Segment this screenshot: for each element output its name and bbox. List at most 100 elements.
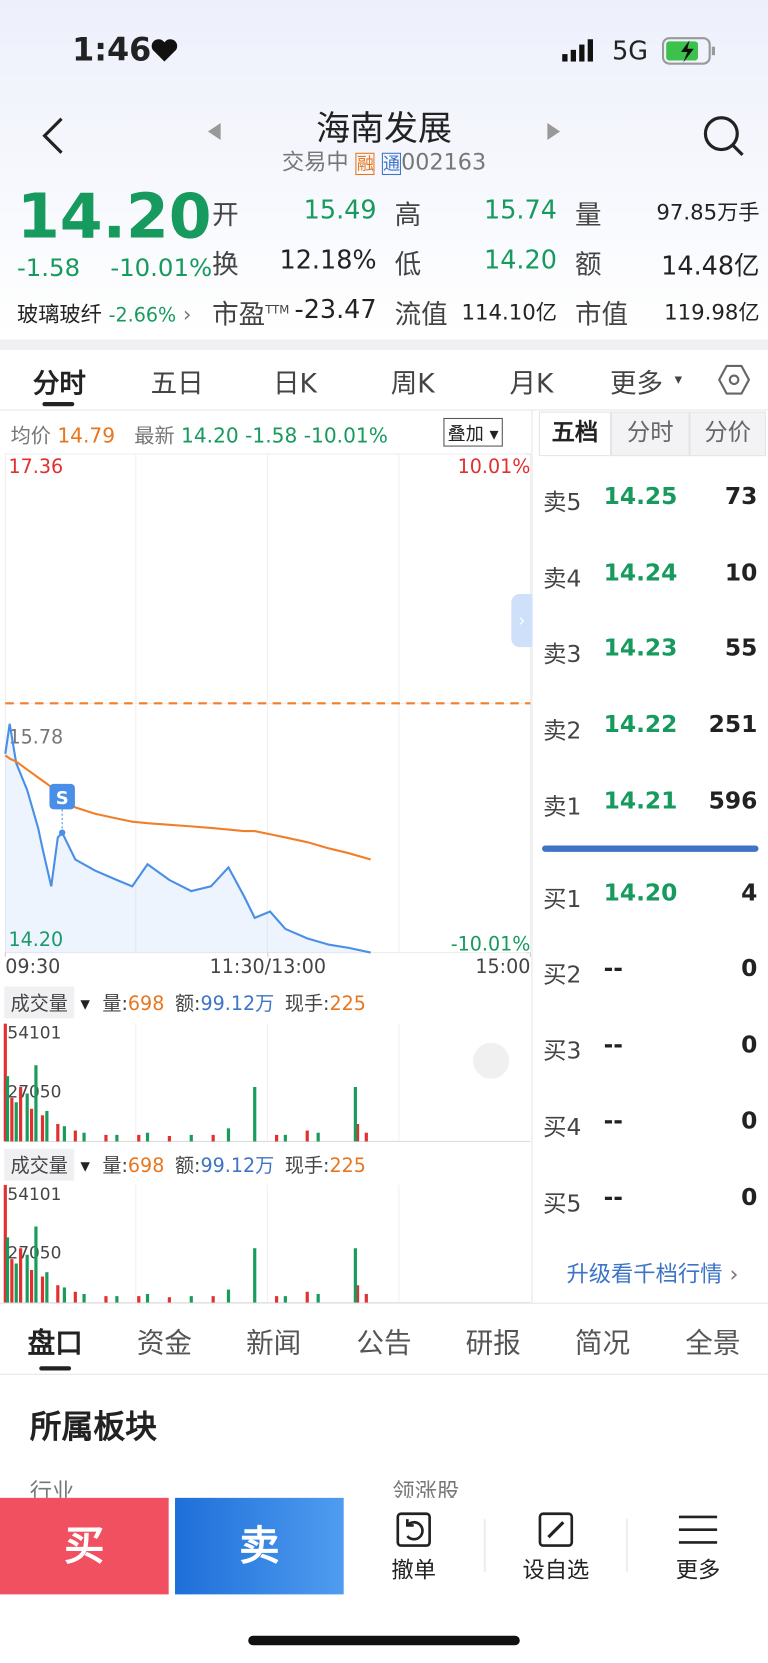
volume-bar xyxy=(211,1134,215,1142)
book-price: 14.23 xyxy=(603,635,678,662)
volume-bar xyxy=(253,1248,257,1303)
badge: 融 xyxy=(355,152,375,176)
volume-bar xyxy=(275,1296,279,1303)
latest-change: -1.58 xyxy=(245,424,298,448)
chart-tab[interactable]: 更多 xyxy=(609,368,663,399)
volume-bar xyxy=(104,1134,108,1142)
volume-bar xyxy=(137,1134,141,1142)
volume-bar xyxy=(56,1285,60,1303)
sell-button[interactable]: 卖 xyxy=(175,1497,344,1595)
book-tab[interactable]: 分时 xyxy=(611,411,690,457)
badge: 通 xyxy=(381,152,402,176)
buy-label: 买 xyxy=(64,1522,105,1569)
hand-label: 现手: xyxy=(284,992,330,1016)
y-tick-label: 54101 xyxy=(7,1024,61,1044)
book-volume: 0 xyxy=(741,1032,758,1059)
chart-tab[interactable]: 分时 xyxy=(32,368,86,399)
volume-bar xyxy=(226,1128,231,1142)
volume-bar xyxy=(73,1291,77,1303)
y-tick-label: 14.20 xyxy=(8,928,63,951)
volume-bar xyxy=(283,1134,287,1142)
prev-stock[interactable] xyxy=(204,121,225,142)
back-button[interactable] xyxy=(38,115,70,157)
book-label: 卖4 xyxy=(543,566,582,593)
more-button[interactable]: 更多 xyxy=(645,1511,751,1585)
cancel-button[interactable]: 撤单 xyxy=(361,1511,467,1585)
chart-info: 均价 14.79 最新 14.20 -1.58 -10.01% xyxy=(11,420,388,449)
book-label: 买1 xyxy=(543,886,582,914)
book-volume: 4 xyxy=(741,880,758,907)
more-icon xyxy=(678,1515,718,1544)
volume-bar xyxy=(253,1087,257,1142)
volume-info: 成交量 ▾ 量:698 额:99.12万 现手:225 xyxy=(0,986,366,1019)
overlay-button[interactable]: 叠加 ▾ xyxy=(443,417,503,447)
bottom-tab[interactable]: 盘口 xyxy=(27,1328,83,1360)
next-stock[interactable] xyxy=(543,121,564,142)
y-tick-label: 54101 xyxy=(7,1185,61,1205)
field-value: 15.49 xyxy=(303,195,377,225)
volume-bar xyxy=(34,1065,38,1142)
buy-button[interactable]: 买 xyxy=(0,1497,169,1595)
divider xyxy=(0,409,768,411)
cancel-label: 撤单 xyxy=(391,1557,436,1583)
book-price: 14.25 xyxy=(603,483,678,511)
separator xyxy=(625,1519,628,1573)
panel-toggle[interactable]: › xyxy=(511,594,533,648)
chart-tab[interactable]: 月K xyxy=(509,368,554,399)
field-value: -23.47 xyxy=(294,294,377,325)
volume-selector[interactable]: 成交量 xyxy=(4,1148,75,1181)
vol-label: 量: xyxy=(102,992,128,1016)
chart-tab[interactable]: 日K xyxy=(272,368,317,399)
volume-bar xyxy=(104,1296,108,1303)
volume-bar xyxy=(34,1226,38,1303)
bottom-tab[interactable]: 研报 xyxy=(465,1328,521,1360)
bottom-tab[interactable]: 简况 xyxy=(574,1328,631,1360)
book-price: 14.24 xyxy=(603,560,678,587)
book-label: 卖1 xyxy=(543,794,582,822)
bottom-tab[interactable]: 全景 xyxy=(685,1328,741,1360)
separator xyxy=(483,1519,486,1573)
field-label: 高 xyxy=(394,199,422,231)
volume-bar xyxy=(45,1110,49,1142)
y2-tick-label: 10.01% xyxy=(458,455,531,478)
settings-icon[interactable] xyxy=(717,363,751,397)
upgrade-link[interactable]: 升级看千档行情 › xyxy=(566,1261,739,1287)
volume-bar xyxy=(167,1135,171,1142)
bottom-tab[interactable]: 新闻 xyxy=(246,1328,302,1360)
chart-tab[interactable]: 周K xyxy=(390,368,435,399)
book-divider xyxy=(542,845,759,852)
search-button[interactable] xyxy=(700,112,747,159)
avg-value: 14.79 xyxy=(57,424,116,448)
volume-bar xyxy=(226,1289,231,1303)
book-price: 14.22 xyxy=(603,711,678,739)
volume-bar xyxy=(355,1285,360,1303)
annotation-dot xyxy=(59,829,66,836)
volume-bar xyxy=(115,1134,119,1142)
book-price: -- xyxy=(603,1108,623,1136)
book-volume: 73 xyxy=(724,483,758,511)
volume-bar xyxy=(29,1108,34,1142)
y-tick-label: 15.78 xyxy=(8,726,63,749)
chart-tab[interactable]: 五日 xyxy=(150,368,204,399)
volume-selector[interactable]: 成交量 xyxy=(4,986,75,1019)
volume-bar xyxy=(145,1132,150,1142)
home-indicator xyxy=(248,1635,520,1646)
book-tab[interactable]: 分价 xyxy=(689,411,766,457)
stock-subtitle: 交易中 融 通002163 xyxy=(235,145,532,177)
book-volume: 0 xyxy=(741,1184,758,1212)
book-label: 买2 xyxy=(543,962,582,989)
status-time: 1:46 xyxy=(72,31,152,69)
bottom-tab[interactable]: 资金 xyxy=(136,1328,193,1360)
volume-bar xyxy=(82,1293,86,1303)
book-tab[interactable]: 五档 xyxy=(538,411,612,457)
book-label: 卖5 xyxy=(543,490,582,517)
sell-label: 卖 xyxy=(239,1522,280,1569)
book-price: -- xyxy=(603,1032,623,1059)
volume-bar xyxy=(115,1296,119,1303)
sector[interactable]: 玻璃玻纤 -2.66% › xyxy=(16,301,192,327)
more-label: 更多 xyxy=(675,1557,721,1583)
sector-name: 玻璃玻纤 xyxy=(16,301,102,327)
bottom-tab[interactable]: 公告 xyxy=(356,1328,412,1360)
hand-label: 现手: xyxy=(284,1155,330,1178)
watch-button[interactable]: 设自选 xyxy=(503,1511,609,1585)
